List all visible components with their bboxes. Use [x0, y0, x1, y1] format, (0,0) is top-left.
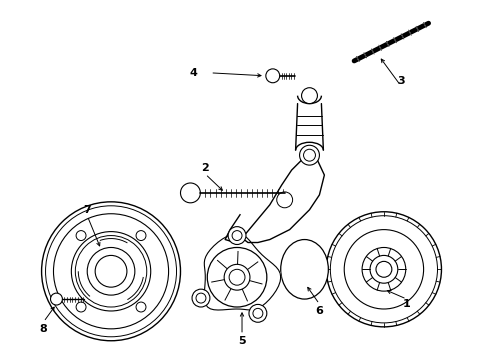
Circle shape: [50, 293, 62, 305]
Text: 4: 4: [189, 68, 197, 78]
Text: 5: 5: [238, 336, 245, 346]
Text: 1: 1: [402, 299, 410, 309]
Circle shape: [265, 69, 279, 83]
Circle shape: [192, 289, 209, 307]
Circle shape: [180, 183, 200, 203]
Text: 8: 8: [40, 324, 47, 334]
Ellipse shape: [280, 239, 327, 299]
Circle shape: [41, 202, 180, 341]
Circle shape: [301, 88, 317, 104]
Circle shape: [228, 227, 245, 244]
Circle shape: [224, 264, 249, 290]
Text: 3: 3: [396, 76, 404, 86]
Text: 2: 2: [201, 163, 209, 173]
Circle shape: [276, 192, 292, 208]
Polygon shape: [204, 234, 280, 310]
Circle shape: [95, 255, 127, 287]
Circle shape: [361, 247, 405, 291]
Circle shape: [299, 145, 319, 165]
Circle shape: [248, 305, 266, 322]
Circle shape: [207, 247, 266, 307]
Text: 7: 7: [83, 205, 91, 215]
Circle shape: [71, 231, 150, 311]
Text: 6: 6: [315, 306, 323, 316]
Circle shape: [325, 212, 441, 327]
